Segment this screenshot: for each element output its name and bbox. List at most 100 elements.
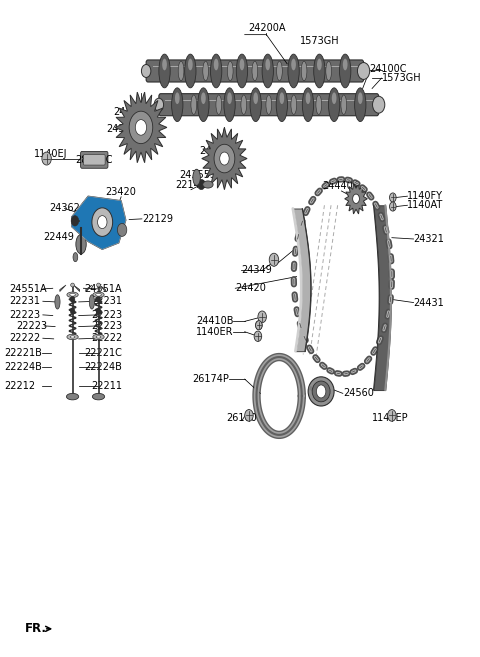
Text: 1140EJ: 1140EJ — [34, 149, 67, 159]
Circle shape — [129, 111, 153, 144]
Text: 22223: 22223 — [91, 321, 122, 331]
Polygon shape — [345, 183, 367, 214]
Circle shape — [255, 321, 262, 330]
Circle shape — [96, 296, 101, 303]
Ellipse shape — [241, 95, 247, 114]
Ellipse shape — [73, 252, 78, 261]
Text: 22223: 22223 — [16, 321, 47, 331]
Ellipse shape — [67, 292, 78, 298]
Ellipse shape — [266, 95, 272, 114]
Ellipse shape — [301, 61, 307, 81]
Ellipse shape — [236, 54, 248, 88]
Text: 22221B: 22221B — [4, 348, 42, 358]
Ellipse shape — [159, 54, 170, 88]
Text: 22231: 22231 — [9, 296, 40, 306]
Ellipse shape — [214, 58, 218, 70]
Text: 1140EP: 1140EP — [372, 413, 408, 422]
Text: 24431: 24431 — [414, 298, 444, 307]
Ellipse shape — [96, 283, 100, 287]
Ellipse shape — [216, 95, 222, 114]
Text: FR.: FR. — [25, 622, 47, 635]
Ellipse shape — [288, 54, 299, 88]
Ellipse shape — [203, 61, 208, 81]
Circle shape — [254, 331, 262, 342]
Text: 24551A: 24551A — [9, 284, 47, 294]
Ellipse shape — [191, 95, 197, 114]
Ellipse shape — [279, 93, 284, 104]
Circle shape — [388, 409, 396, 421]
Ellipse shape — [358, 93, 362, 104]
Ellipse shape — [93, 334, 104, 340]
FancyBboxPatch shape — [81, 151, 108, 168]
Text: 24362A: 24362A — [49, 204, 86, 214]
Ellipse shape — [227, 93, 232, 104]
Ellipse shape — [252, 61, 258, 81]
Circle shape — [135, 120, 146, 135]
Circle shape — [372, 97, 385, 113]
FancyBboxPatch shape — [84, 154, 105, 165]
Text: 22223: 22223 — [9, 310, 40, 320]
Ellipse shape — [70, 336, 75, 338]
Ellipse shape — [250, 88, 261, 122]
Ellipse shape — [55, 295, 60, 309]
Ellipse shape — [332, 93, 336, 104]
Ellipse shape — [339, 54, 351, 88]
Circle shape — [96, 307, 101, 314]
Text: 26160: 26160 — [227, 413, 257, 422]
Text: 26174P: 26174P — [192, 374, 228, 384]
Ellipse shape — [355, 88, 366, 122]
Text: 1573GH: 1573GH — [382, 73, 421, 83]
Ellipse shape — [70, 294, 75, 296]
Ellipse shape — [291, 95, 297, 114]
Polygon shape — [115, 92, 167, 163]
Ellipse shape — [172, 88, 183, 122]
Text: 24349: 24349 — [241, 265, 272, 275]
Polygon shape — [60, 285, 66, 292]
Text: 22224B: 22224B — [4, 363, 42, 373]
Circle shape — [70, 307, 75, 314]
Circle shape — [198, 179, 205, 190]
Text: 1140AT: 1140AT — [408, 200, 444, 210]
Ellipse shape — [328, 88, 340, 122]
Circle shape — [220, 152, 229, 165]
Polygon shape — [99, 285, 106, 292]
Circle shape — [97, 215, 107, 229]
Ellipse shape — [308, 377, 334, 406]
Ellipse shape — [276, 61, 282, 81]
Text: 24370B: 24370B — [114, 107, 151, 117]
Ellipse shape — [228, 61, 233, 81]
Ellipse shape — [71, 283, 74, 287]
Ellipse shape — [302, 88, 313, 122]
Text: 28440C: 28440C — [75, 155, 112, 165]
Circle shape — [142, 64, 151, 78]
Circle shape — [217, 149, 231, 168]
Ellipse shape — [317, 58, 322, 70]
Ellipse shape — [162, 58, 167, 70]
Polygon shape — [73, 285, 80, 292]
Ellipse shape — [89, 295, 95, 309]
Ellipse shape — [262, 54, 274, 88]
Ellipse shape — [93, 292, 104, 298]
Ellipse shape — [240, 58, 244, 70]
Ellipse shape — [253, 93, 258, 104]
Text: 24321: 24321 — [414, 234, 444, 244]
Circle shape — [269, 253, 279, 266]
Circle shape — [258, 311, 266, 323]
Ellipse shape — [211, 54, 222, 88]
Circle shape — [214, 145, 235, 173]
Polygon shape — [86, 285, 92, 292]
Text: 24420: 24420 — [235, 283, 266, 293]
Ellipse shape — [92, 394, 105, 400]
FancyBboxPatch shape — [146, 60, 363, 82]
Ellipse shape — [96, 294, 101, 296]
Text: 22449: 22449 — [43, 231, 74, 242]
Text: 1140FY: 1140FY — [408, 191, 444, 201]
Text: 24100C: 24100C — [370, 64, 407, 74]
Text: 24355S: 24355S — [106, 124, 143, 134]
Circle shape — [245, 409, 253, 421]
Circle shape — [154, 99, 164, 111]
Text: 22231: 22231 — [91, 296, 122, 306]
Ellipse shape — [341, 95, 347, 114]
Circle shape — [133, 116, 149, 139]
Circle shape — [389, 193, 396, 202]
